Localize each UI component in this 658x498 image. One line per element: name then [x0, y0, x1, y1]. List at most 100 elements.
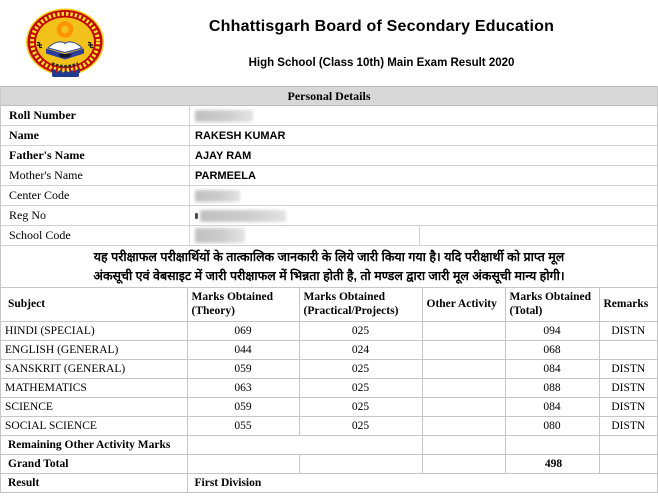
remaining-other-activity-label: Remaining Other Activity Marks: [1, 435, 187, 455]
other-activity-marks: [421, 378, 505, 398]
subject-name: SANSKRIT (GENERAL): [1, 359, 187, 379]
practical-marks: 025: [298, 321, 422, 341]
other-activity-marks: [421, 416, 505, 436]
notice-line-2: अंकसूची एवं वेबसाइट में जारी परीक्षाफल म…: [93, 269, 565, 283]
row-reg-no: Reg No: [1, 206, 657, 226]
subject-row: SOCIAL SCIENCE 055 025 080 DISTN: [1, 416, 657, 436]
header-titles: Chhattisgarh Board of Secondary Educatio…: [105, 0, 658, 86]
subject-row: MATHEMATICS 063 025 088 DISTN: [1, 378, 657, 398]
row-fathers-name: Father's Name AJAY RAM: [1, 146, 657, 166]
practical-marks: 025: [298, 416, 422, 436]
grand-total-label: Grand Total: [1, 454, 187, 474]
result-value: First Division: [186, 473, 657, 493]
mothers-name-value: PARMEELA: [189, 166, 657, 185]
remaining-total-cell: [504, 435, 599, 455]
subject-row: SCIENCE 059 025 084 DISTN: [1, 397, 657, 417]
fathers-name-label: Father's Name: [9, 148, 85, 162]
other-activity-marks: [421, 340, 505, 360]
row-school-code: School Code: [1, 226, 657, 246]
personal-details-section-header: Personal Details: [1, 86, 657, 106]
remarks-value: DISTN: [598, 321, 657, 341]
theory-marks: 044: [186, 340, 299, 360]
theory-marks: 055: [186, 416, 299, 436]
row-roll-number: Roll Number: [1, 106, 657, 126]
result-sheet: Personal Details Roll Number Name RAKESH…: [0, 86, 658, 493]
remaining-merged-cell: [186, 435, 422, 455]
col-total: Marks Obtained (Total): [504, 288, 599, 322]
result-label: Result: [1, 473, 187, 493]
mothers-name-label: Mother's Name: [9, 168, 83, 182]
theory-marks: 069: [186, 321, 299, 341]
remarks-value: [598, 340, 657, 360]
marks-table: Subject Marks Obtained (Theory) Marks Ob…: [1, 288, 657, 493]
subject-name: SCIENCE: [1, 397, 187, 417]
redacted-value: [200, 209, 286, 222]
remaining-other-cell: [421, 435, 505, 455]
result-row: Result First Division: [1, 473, 657, 493]
name-value: RAKESH KUMAR: [189, 126, 657, 145]
total-marks: 088: [504, 378, 599, 398]
total-marks: 080: [504, 416, 599, 436]
grand-total-practical-cell: [298, 454, 422, 474]
cgbse-emblem-svg: [26, 8, 104, 77]
reg-no-mark: [195, 212, 198, 219]
fathers-name-value: AJAY RAM: [189, 146, 657, 165]
school-code-empty-cell: [419, 226, 657, 245]
notice-line-1: यह परीक्षाफल परीक्षार्थियों के तात्कालिक…: [93, 250, 565, 264]
name-label: Name: [9, 128, 39, 142]
row-mothers-name: Mother's Name PARMEELA: [1, 166, 657, 186]
page-header: Chhattisgarh Board of Secondary Educatio…: [0, 0, 658, 86]
practical-marks: 024: [298, 340, 422, 360]
subject-name: SOCIAL SCIENCE: [1, 416, 187, 436]
subject-row: ENGLISH (GENERAL) 044 024 068: [1, 340, 657, 360]
theory-marks: 059: [186, 359, 299, 379]
redacted-value: [195, 109, 253, 122]
reg-no-label: Reg No: [9, 208, 46, 222]
redacted-value: [195, 228, 245, 243]
remarks-value: DISTN: [598, 359, 657, 379]
total-marks: 068: [504, 340, 599, 360]
remarks-value: DISTN: [598, 378, 657, 398]
total-marks: 084: [504, 359, 599, 379]
subject-name: HINDI (SPECIAL): [1, 321, 187, 341]
remaining-remarks-cell: [598, 435, 657, 455]
center-code-label: Center Code: [9, 188, 70, 202]
marks-table-header-row: Subject Marks Obtained (Theory) Marks Ob…: [1, 288, 657, 322]
subject-row: HINDI (SPECIAL) 069 025 094 DISTN: [1, 321, 657, 341]
school-code-label: School Code: [9, 228, 71, 242]
remaining-other-activity-row: Remaining Other Activity Marks: [1, 435, 657, 455]
practical-marks: 025: [298, 359, 422, 379]
cgbse-emblem-icon: [25, 8, 105, 78]
hindi-disclaimer-notice: यह परीक्षाफल परीक्षार्थियों के तात्कालिक…: [1, 246, 657, 288]
theory-marks: 063: [186, 378, 299, 398]
school-code-value: [189, 226, 419, 245]
practical-marks: 025: [298, 378, 422, 398]
grand-total-theory-cell: [186, 454, 299, 474]
col-theory: Marks Obtained (Theory): [186, 288, 299, 322]
col-subject: Subject: [1, 288, 187, 322]
exam-result-subtitle: High School (Class 10th) Main Exam Resul…: [248, 57, 515, 69]
board-name-title: Chhattisgarh Board of Secondary Educatio…: [208, 18, 555, 35]
row-center-code: Center Code: [1, 186, 657, 206]
theory-marks: 059: [186, 397, 299, 417]
col-other-activity: Other Activity: [421, 288, 505, 322]
grand-total-other-cell: [421, 454, 505, 474]
reg-no-value: [189, 206, 657, 225]
grand-total-remarks-cell: [598, 454, 657, 474]
other-activity-marks: [421, 359, 505, 379]
other-activity-marks: [421, 321, 505, 341]
roll-number-label: Roll Number: [9, 108, 76, 122]
redacted-value: [195, 189, 240, 202]
remarks-value: DISTN: [598, 397, 657, 417]
subject-row: SANSKRIT (GENERAL) 059 025 084 DISTN: [1, 359, 657, 379]
col-remarks: Remarks: [598, 288, 657, 322]
col-practical: Marks Obtained (Practical/Projects): [298, 288, 422, 322]
grand-total-row: Grand Total 498: [1, 454, 657, 474]
practical-marks: 025: [298, 397, 422, 417]
total-marks: 084: [504, 397, 599, 417]
remarks-value: DISTN: [598, 416, 657, 436]
total-marks: 094: [504, 321, 599, 341]
center-code-value: [189, 186, 657, 205]
row-name: Name RAKESH KUMAR: [1, 126, 657, 146]
other-activity-marks: [421, 397, 505, 417]
